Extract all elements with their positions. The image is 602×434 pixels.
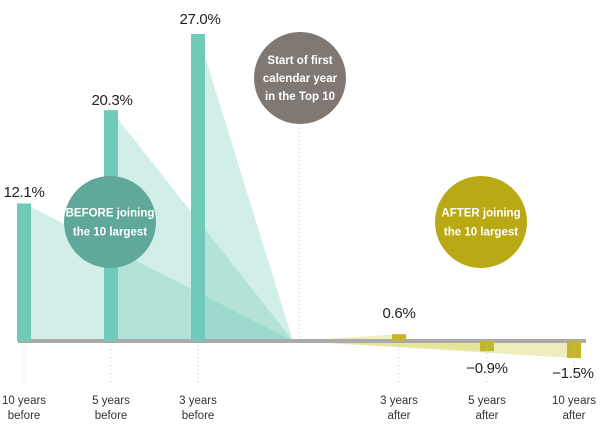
tick-label-6-line-1: 10 years: [552, 395, 596, 407]
before-circle: BEFORE joining the 10 largest: [64, 176, 156, 268]
bar-10-years-before: [17, 203, 31, 341]
x-axis: [18, 339, 586, 343]
value-label-5: −0.9%: [466, 360, 507, 377]
start-circle-text-3: in the Top 10: [265, 91, 335, 103]
bar-3-years-after: [392, 334, 406, 341]
value-labels: 12.1% 20.3% 27.0% 0.6% −0.9% −1.5%: [3, 11, 594, 382]
tick-label-4-line-1: 3 years: [380, 395, 418, 407]
x-axis-line: [18, 339, 586, 343]
tick-label-2-line-1: 5 years: [92, 395, 130, 407]
bar-5-years-after: [480, 341, 494, 352]
after-circle: AFTER joining the 10 largest: [435, 176, 527, 268]
fill-triangle-5: [293, 341, 487, 352]
tick-label-5-line-1: 5 years: [468, 395, 506, 407]
tick-label-4-line-2: after: [387, 410, 410, 422]
bar-3-years-before: [191, 34, 205, 341]
fill-triangle-6: [293, 341, 574, 359]
tick-label-6-line-2: after: [562, 410, 585, 422]
start-circle-text-2: calendar year: [263, 73, 338, 85]
tick-label-1-line-2: before: [8, 410, 41, 422]
tick-label-3-line-1: 3 years: [179, 395, 217, 407]
bars: [17, 34, 581, 359]
before-circle-text-2: the 10 largest: [73, 227, 147, 239]
after-circle-shape: [435, 176, 527, 268]
annotation-circles: BEFORE joining the 10 largest Start of fir…: [64, 32, 527, 268]
value-label-2: 20.3%: [91, 92, 132, 109]
tick-label-5-line-2: after: [475, 410, 498, 422]
start-circle-shape: [254, 32, 346, 124]
fill-triangle-3: [198, 34, 293, 341]
fill-triangle-2: [111, 110, 293, 341]
after-circle-text-2: the 10 largest: [444, 227, 518, 239]
tick-label-1-line-1: 10 years: [2, 395, 46, 407]
tick-label-2-line-2: before: [95, 410, 128, 422]
before-circle-text-1: BEFORE joining: [66, 208, 155, 220]
value-label-1: 12.1%: [3, 184, 44, 201]
tick-label-3-line-2: before: [182, 410, 215, 422]
value-label-6: −1.5%: [552, 365, 593, 382]
after-circle-text-1: AFTER joining: [441, 208, 520, 220]
start-circle-text-1: Start of first: [267, 55, 332, 67]
before-circle-shape: [64, 176, 156, 268]
tick-labels: 10 years before 5 years before 3 years before…: [2, 395, 596, 422]
value-label-3: 27.0%: [179, 11, 220, 28]
start-circle: Start of first calendar year in the Top 10: [254, 32, 346, 124]
value-label-4: 0.6%: [383, 305, 416, 322]
